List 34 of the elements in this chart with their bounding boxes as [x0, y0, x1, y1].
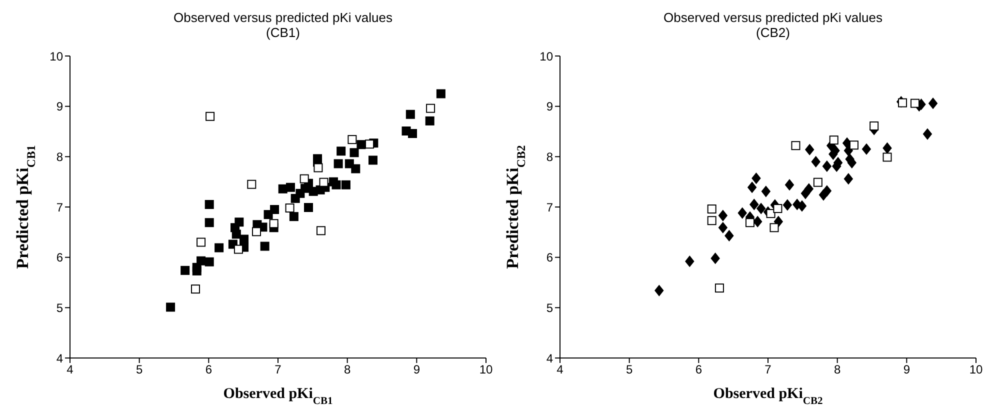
chart-title: Observed versus predicted pKi values	[172, 10, 394, 25]
x-tick-label: 6	[205, 362, 212, 377]
y-tick-label: 9	[546, 100, 554, 114]
x-tick-label: 10	[479, 362, 493, 377]
y-tick-label: 6	[546, 250, 554, 265]
x-tick-label: 9	[413, 362, 420, 377]
x-tick-label: 4	[556, 362, 564, 377]
y-tick-label: 6	[56, 250, 64, 265]
y-tick-label: 7	[546, 200, 554, 214]
y-tick-label: 5	[56, 300, 64, 315]
x-tick-label: 8	[344, 362, 351, 377]
y-tick-label: 8	[546, 150, 554, 164]
x-tick-label: 5	[136, 362, 143, 377]
chart-title: Observed versus predicted pKi values	[662, 10, 884, 25]
x-axis-title: Observed pKi$_{CB2}$	[713, 386, 823, 406]
y-tick-label: 8	[56, 150, 64, 164]
y-tick-label: 10	[540, 49, 554, 64]
x-tick-label: 6	[695, 362, 702, 377]
x-tick-label: 9	[903, 362, 910, 377]
y-tick-label: 4	[56, 351, 64, 366]
chart-subtitle: (CB1)	[265, 25, 301, 40]
chart-subtitle: (CB2)	[755, 25, 791, 40]
x-tick-label: 4	[66, 362, 74, 377]
y-tick-label: 4	[546, 351, 554, 366]
x-tick-label: 7	[274, 362, 282, 377]
y-tick-label: 10	[50, 49, 64, 64]
y-tick-label: 7	[56, 200, 64, 214]
x-axis-title: Observed pKi$_{CB1}$	[223, 386, 333, 406]
x-tick-label: 5	[626, 362, 633, 377]
x-tick-label: 7	[764, 362, 772, 377]
x-tick-label: 10	[969, 362, 983, 377]
x-tick-label: 8	[834, 362, 841, 377]
y-tick-label: 5	[546, 300, 554, 315]
y-tick-label: 9	[56, 100, 64, 114]
